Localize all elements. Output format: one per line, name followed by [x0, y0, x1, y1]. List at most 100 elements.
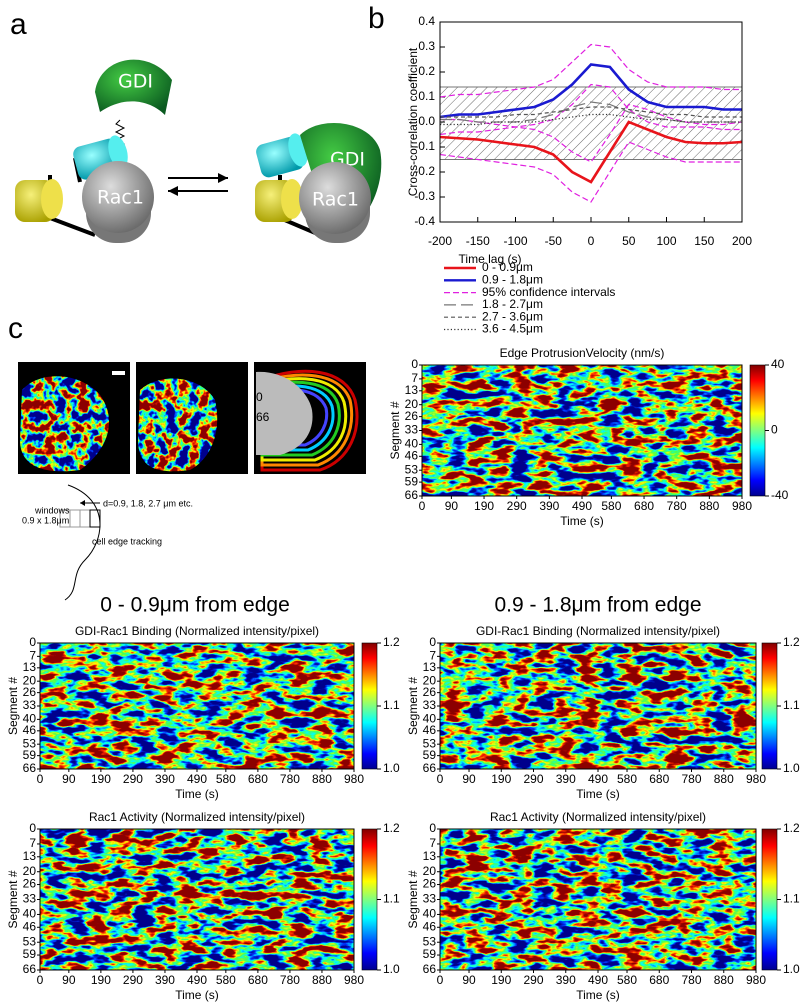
chart-title: Rac1 Activity (Normalized intensity/pixe…: [490, 810, 706, 824]
x-tick-label: 490: [588, 772, 608, 786]
x-tick-label: 390: [539, 499, 559, 513]
x-tick-label: 680: [248, 973, 268, 987]
y-tick-label: 20: [23, 673, 37, 687]
diagram-label: Rac1: [97, 187, 144, 209]
column-heading: 0.9 - 1.8μm from edge: [494, 594, 701, 617]
cell-image: [138, 378, 218, 472]
y-tick-label: 20: [405, 397, 419, 411]
colorbar-tick-label: -40: [771, 488, 789, 502]
y-axis-label: Segment #: [6, 870, 20, 928]
schematic-label: cell edge tracking: [92, 536, 162, 546]
chart-title: GDI-Rac1 Binding (Normalized intensity/p…: [75, 624, 319, 638]
series-line: [439, 43, 742, 98]
x-tick-label: 780: [280, 772, 300, 786]
x-tick-label: 980: [746, 772, 766, 786]
x-tick-label: 0: [437, 973, 444, 987]
y-tick-label: 59: [423, 748, 437, 762]
y-tick-label: 46: [423, 723, 437, 737]
series-line: [439, 83, 742, 136]
cell-image: [20, 376, 110, 472]
y-tick-label: 40: [23, 907, 37, 921]
y-tick-label: 7: [29, 836, 36, 850]
y-tick-label: 33: [23, 698, 37, 712]
legend-label: 0 - 0.9μm: [482, 260, 533, 274]
panel-label: a: [10, 8, 27, 41]
colorbar-tick-label: 0: [771, 423, 778, 437]
y-tick-label: 33: [405, 423, 419, 437]
x-tick-label: 980: [344, 973, 364, 987]
x-tick-label: 290: [523, 973, 543, 987]
x-tick-label: -100: [503, 234, 527, 248]
x-tick-label: 90: [62, 772, 76, 786]
x-tick-label: 200: [732, 234, 752, 248]
y-tick-label: 46: [23, 723, 37, 737]
y-tick-label: 66: [423, 962, 437, 976]
y-tick-label: 66: [23, 962, 37, 976]
segment-label: 0: [256, 390, 263, 404]
x-tick-label: 880: [312, 772, 332, 786]
plot-frame: [439, 21, 743, 223]
x-tick-label: 390: [155, 772, 175, 786]
yellow-domain: [15, 179, 63, 222]
cell-images: 0 66: [18, 362, 366, 474]
x-tick-label: 50: [622, 234, 636, 248]
x-tick-label: 780: [681, 772, 701, 786]
y-tick-label: 40: [423, 712, 437, 726]
y-tick-label: -0.3: [414, 189, 435, 203]
x-tick-label: 880: [699, 499, 719, 513]
x-axis-label: Time (s): [576, 787, 620, 801]
y-tick-label: 53: [423, 736, 437, 750]
y-tick-label: 26: [405, 409, 419, 423]
y-axis-label: Segment #: [406, 677, 420, 735]
x-tick-label: 780: [667, 499, 687, 513]
x-tick-label: 580: [601, 499, 621, 513]
heatmap-image: [440, 829, 756, 970]
y-tick-label: 66: [423, 761, 437, 775]
heatmap-image: [440, 643, 756, 769]
y-tick-label: 33: [423, 698, 437, 712]
schematic-label: 0.9 x 1.8μm: [22, 515, 69, 525]
heatmap-image: [40, 643, 354, 769]
legend-label: 3.6 - 4.5μm: [482, 322, 543, 336]
y-tick-label: 59: [23, 748, 37, 762]
x-tick-label: -200: [428, 234, 452, 248]
rac1-domain: [82, 161, 154, 243]
x-tick-label: 290: [507, 499, 527, 513]
colorbar-tick-label: 1.0: [383, 962, 400, 976]
x-tick-label: 90: [462, 772, 476, 786]
x-tick-label: 190: [491, 772, 511, 786]
y-tick-label: 7: [29, 649, 36, 663]
y-tick-label: 0.2: [418, 64, 435, 78]
series-line: [440, 103, 743, 163]
y-tick-label: 13: [423, 849, 437, 863]
panel-label: c: [8, 312, 23, 345]
y-axis-label: Segment #: [6, 677, 20, 735]
gdi-shape: [95, 59, 172, 115]
x-axis-label: Time (s): [175, 787, 219, 801]
x-tick-label: 490: [187, 772, 207, 786]
y-tick-label: 0: [29, 821, 36, 835]
colorbar-tick-label: 1.1: [783, 892, 800, 906]
y-tick-label: 26: [423, 685, 437, 699]
y-axis-label: Segment #: [406, 870, 420, 928]
x-tick-label: 390: [155, 973, 175, 987]
colorbar-tick-label: 1.2: [783, 635, 800, 649]
y-tick-label: 26: [23, 877, 37, 891]
x-tick-label: 580: [617, 973, 637, 987]
x-tick-label: 0: [37, 772, 44, 786]
colorbar: [361, 642, 378, 770]
x-tick-label: 150: [694, 234, 714, 248]
diagram-label: GDI: [118, 71, 153, 93]
y-tick-label: 0: [429, 635, 436, 649]
y-tick-label: 33: [423, 892, 437, 906]
y-tick-label: 7: [429, 649, 436, 663]
y-tick-label: 40: [23, 712, 37, 726]
series-line: [439, 141, 742, 203]
y-tick-label: 66: [405, 488, 419, 502]
colorbar-tick-label: 1.1: [383, 892, 400, 906]
y-tick-label: 59: [23, 947, 37, 961]
colorbar-tick-label: 1.1: [783, 698, 800, 712]
x-tick-label: 0: [37, 973, 44, 987]
colorbar-tick-label: 1.0: [783, 962, 800, 976]
y-tick-label: 46: [23, 919, 37, 933]
